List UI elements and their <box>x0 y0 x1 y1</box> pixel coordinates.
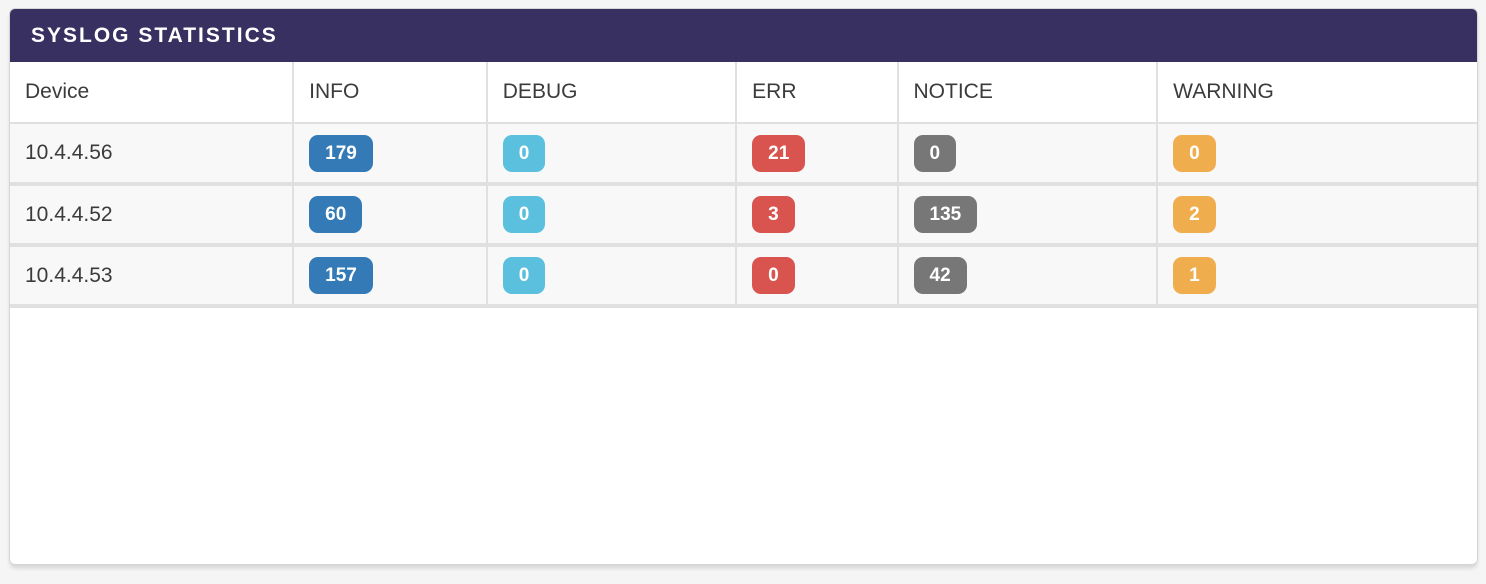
info-cell: 179 <box>293 123 488 186</box>
device-name-cell[interactable]: 10.4.4.52 <box>10 184 295 247</box>
err-count-badge[interactable]: 0 <box>752 257 795 294</box>
debug-count-badge[interactable]: 0 <box>502 134 546 172</box>
info-cell: 60 <box>293 184 488 247</box>
warning-count-badge[interactable]: 1 <box>1173 257 1216 294</box>
info-cell: 157 <box>293 245 488 308</box>
debug-count-badge[interactable]: 0 <box>502 257 546 294</box>
notice-count-badge[interactable]: 0 <box>913 134 957 172</box>
info-count-badge[interactable]: 179 <box>309 134 373 172</box>
device-name-cell[interactable]: 10.4.4.56 <box>10 123 295 186</box>
err-cell: 21 <box>736 123 899 186</box>
warning-cell: 0 <box>1157 123 1477 186</box>
column-header-err: ERR <box>736 62 899 124</box>
column-header-warning: WARNING <box>1157 62 1477 124</box>
err-count-badge[interactable]: 3 <box>752 196 795 233</box>
err-count-badge[interactable]: 21 <box>752 134 806 172</box>
warning-count-badge[interactable]: 2 <box>1173 196 1216 233</box>
column-header-notice: NOTICE <box>897 62 1159 124</box>
info-count-badge[interactable]: 60 <box>309 196 363 233</box>
debug-cell: 0 <box>486 245 738 308</box>
widget-title: SYSLOG STATISTICS <box>31 23 278 47</box>
column-header-info: INFO <box>293 62 488 124</box>
table-row: 10.4.4.56 179 0 21 0 0 <box>10 123 1477 186</box>
debug-cell: 0 <box>486 123 738 186</box>
notice-cell: 42 <box>897 245 1159 308</box>
notice-count-badge[interactable]: 135 <box>913 196 978 233</box>
err-cell: 0 <box>736 245 899 308</box>
warning-cell: 1 <box>1157 245 1477 308</box>
debug-count-badge[interactable]: 0 <box>502 196 546 233</box>
column-header-debug: DEBUG <box>486 62 738 124</box>
device-name-cell[interactable]: 10.4.4.53 <box>10 245 295 308</box>
syslog-table: Device INFO DEBUG ERR NOTICE WARNING 10.… <box>10 62 1477 308</box>
err-cell: 3 <box>736 184 899 247</box>
widget-header: SYSLOG STATISTICS <box>10 9 1477 62</box>
table-header-row: Device INFO DEBUG ERR NOTICE WARNING <box>10 62 1477 124</box>
warning-count-badge[interactable]: 0 <box>1173 134 1216 172</box>
column-header-device: Device <box>10 62 295 124</box>
debug-cell: 0 <box>486 184 738 247</box>
syslog-statistics-widget: SYSLOG STATISTICS Device INFO DEBUG ERR … <box>9 8 1478 565</box>
notice-cell: 135 <box>897 184 1159 247</box>
table-row: 10.4.4.52 60 0 3 135 2 <box>10 184 1477 247</box>
warning-cell: 2 <box>1157 184 1477 247</box>
info-count-badge[interactable]: 157 <box>309 257 373 294</box>
table-row: 10.4.4.53 157 0 0 42 1 <box>10 245 1477 308</box>
notice-count-badge[interactable]: 42 <box>913 257 967 294</box>
notice-cell: 0 <box>897 123 1159 186</box>
